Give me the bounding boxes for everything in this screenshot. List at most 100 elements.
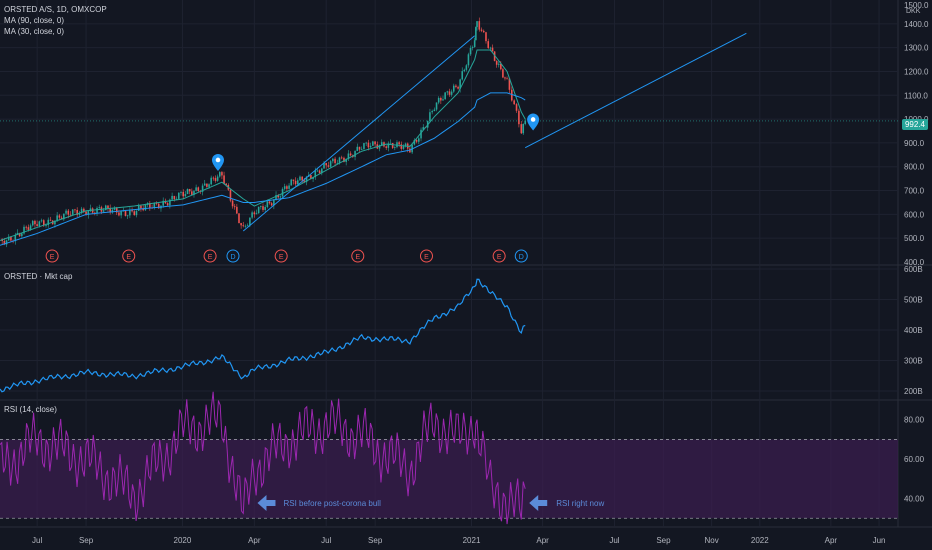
candle-body — [277, 195, 280, 198]
earnings-event-icon — [122, 249, 136, 263]
candle-body — [85, 211, 87, 215]
candle-body — [400, 144, 403, 149]
candle-body — [457, 86, 459, 89]
candle-body — [422, 127, 425, 130]
candle-body — [321, 168, 323, 174]
candle-body — [518, 110, 520, 125]
candle-body — [175, 198, 178, 200]
candle-body — [334, 158, 336, 164]
candle-body — [365, 142, 367, 144]
candle-body — [113, 207, 116, 210]
candle-body — [281, 188, 284, 197]
candle-body — [415, 140, 418, 142]
candle-body — [363, 143, 365, 149]
candle-body — [223, 175, 225, 184]
candle-body — [78, 213, 81, 215]
candle-body — [210, 177, 212, 185]
candle-body — [473, 40, 476, 48]
candle-body — [442, 99, 444, 101]
candle-body — [402, 146, 405, 149]
price-tick-label: 1100.0 — [904, 91, 928, 100]
rsi-tick-label: 80.00 — [904, 416, 925, 425]
earnings-event-icon — [203, 249, 217, 263]
candle-body — [463, 69, 466, 72]
trendline — [524, 32, 747, 149]
price-legend-title: ORSTED A/S, 1D, OMXCOP — [4, 5, 107, 14]
candle-body — [104, 205, 107, 211]
candle-body — [314, 170, 317, 178]
pin-body — [211, 153, 224, 171]
candle-body — [358, 146, 361, 150]
candle-body — [38, 221, 41, 226]
candle-body — [162, 200, 165, 206]
candle-body — [246, 225, 249, 227]
candle-body — [244, 225, 247, 227]
price-tick-label: 400.0 — [904, 258, 925, 267]
candle-body — [102, 210, 105, 212]
mktcap-tick-label: 500B — [904, 296, 923, 305]
ma90-legend: MA (90, close, 0) — [4, 16, 65, 25]
candle-body — [480, 29, 483, 31]
candle-body — [387, 143, 390, 148]
candle-body — [42, 220, 45, 226]
candle-body — [440, 97, 442, 101]
candle-body — [500, 63, 502, 70]
candle-body — [345, 158, 347, 162]
candle-body — [380, 142, 383, 146]
dividend-event-icon — [514, 249, 528, 263]
candle-body — [372, 141, 374, 146]
mktcap-legend: ORSTED · Mkt cap — [4, 271, 72, 282]
candle-body — [429, 112, 431, 121]
candle-body — [404, 143, 407, 147]
candle-body — [238, 213, 240, 224]
candle-body — [491, 47, 494, 52]
event-label: E — [208, 254, 213, 261]
candle-body — [109, 208, 111, 213]
candle-body — [27, 227, 30, 230]
candle-body — [177, 192, 180, 199]
candle-body — [34, 220, 36, 225]
candle-body — [290, 179, 293, 186]
candle-body — [60, 217, 63, 220]
marks-layer: E E E D E E E E D RSI before post-corona bull RSI … — [45, 113, 604, 511]
candle-body — [249, 217, 251, 226]
candle-body — [524, 120, 527, 124]
candle-body — [497, 63, 500, 65]
candle-body — [89, 208, 92, 212]
rsi-legend: RSI (14, close) — [4, 404, 57, 415]
candle-body — [325, 163, 327, 166]
candle-body — [489, 47, 492, 49]
candle-body — [262, 206, 264, 210]
candle-body — [310, 175, 312, 179]
x-tick-label: 2021 — [463, 536, 481, 545]
candle-body — [448, 91, 451, 95]
candle-body — [444, 92, 446, 100]
candle-body — [124, 210, 127, 216]
price-tick-label: 800.0 — [904, 163, 925, 172]
currency-label: DKK — [906, 8, 921, 15]
candle-body — [303, 180, 306, 183]
rsi-band-fill — [0, 439, 898, 519]
candle-body — [126, 215, 129, 217]
event-label: E — [497, 254, 502, 261]
arrow-left-icon — [529, 495, 548, 511]
ma90-line — [0, 92, 526, 246]
earnings-event-icon — [419, 249, 433, 263]
candle-body — [476, 21, 478, 28]
candle-body — [459, 79, 461, 89]
candle-body — [332, 158, 334, 162]
candle-body — [201, 185, 204, 192]
x-tick-label: Jul — [609, 536, 619, 545]
candle-body — [231, 200, 234, 207]
mktcap-tick-label: 400B — [904, 326, 923, 335]
trendline — [242, 35, 475, 232]
candle-body — [137, 205, 140, 211]
candle-body — [142, 208, 144, 211]
candle-body — [378, 145, 381, 149]
x-tick-label: Jun — [873, 536, 886, 545]
candle-body — [482, 30, 485, 33]
candle-body — [203, 183, 206, 186]
candle-body — [214, 178, 217, 181]
rsi-line — [0, 391, 526, 525]
